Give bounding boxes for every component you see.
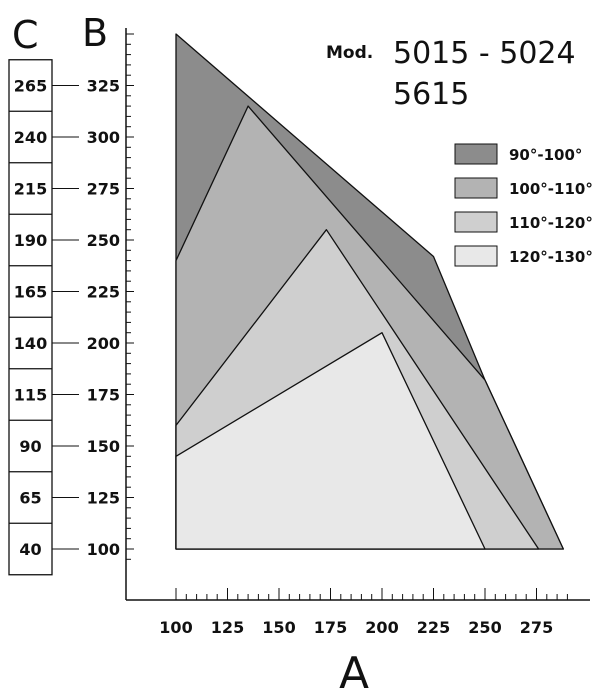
b-tick-label: 225 bbox=[87, 283, 120, 302]
c-scale-table: 40 65 90 115 140 165 190 215 240 265 bbox=[8, 59, 79, 576]
title-prefix: Mod. bbox=[326, 43, 373, 63]
x-tick-label: 225 bbox=[417, 618, 450, 637]
c-tick-label: 115 bbox=[14, 386, 47, 405]
c-tick-label: 140 bbox=[14, 334, 47, 353]
x-tick-label: 100 bbox=[159, 618, 192, 637]
b-axis-label: B bbox=[82, 11, 108, 55]
c-tick-label: 165 bbox=[14, 283, 47, 302]
b-tick-label: 150 bbox=[87, 437, 120, 456]
x-tick-label: 125 bbox=[211, 618, 244, 637]
x-tick-label: 175 bbox=[314, 618, 347, 637]
legend-swatch bbox=[454, 143, 498, 165]
axes-group: 100 125 150 175 200 225 250 275 300 325 100 125 150 1… bbox=[87, 28, 590, 637]
x-tick-label: 200 bbox=[365, 618, 398, 637]
c-tick-label: 215 bbox=[14, 180, 47, 199]
b-tick-label: 200 bbox=[87, 334, 120, 353]
c-tick-label: 240 bbox=[14, 128, 47, 147]
legend-label: 120°-130° bbox=[509, 248, 592, 266]
c-tick-label: 190 bbox=[14, 231, 47, 250]
legend-swatch bbox=[454, 211, 498, 233]
x-tick-label: 250 bbox=[468, 618, 501, 637]
c-tick-label: 265 bbox=[14, 77, 47, 96]
b-tick-label: 325 bbox=[87, 77, 120, 96]
legend: 90°-100° 100°-110° 110°-120° 120°-130° bbox=[454, 143, 592, 267]
b-tick-label: 100 bbox=[87, 540, 120, 559]
c-tick-label: 90 bbox=[19, 437, 41, 456]
c-axis-label: C bbox=[12, 13, 39, 57]
b-tick-label: 300 bbox=[87, 128, 120, 147]
b-tick-label: 175 bbox=[87, 386, 120, 405]
c-tick-label: 40 bbox=[19, 540, 41, 559]
title-line1: 5015 - 5024 bbox=[393, 36, 576, 71]
legend-swatch bbox=[454, 245, 498, 267]
legend-swatch bbox=[454, 177, 498, 199]
x-tick-label: 275 bbox=[520, 618, 553, 637]
b-tick-label: 125 bbox=[87, 489, 120, 508]
x-axis-label: A bbox=[339, 648, 369, 688]
legend-label: 100°-110° bbox=[509, 180, 592, 198]
x-tick-label: 150 bbox=[262, 618, 295, 637]
legend-label: 90°-100° bbox=[509, 146, 582, 164]
c-tick-label: 65 bbox=[19, 489, 41, 508]
area-series-group bbox=[175, 33, 564, 550]
b-tick-label: 250 bbox=[87, 231, 120, 250]
title-line2: 5615 bbox=[393, 77, 469, 112]
b-tick-label: 275 bbox=[87, 180, 120, 199]
legend-label: 110°-120° bbox=[509, 214, 592, 232]
area-series-4 bbox=[175, 332, 486, 550]
